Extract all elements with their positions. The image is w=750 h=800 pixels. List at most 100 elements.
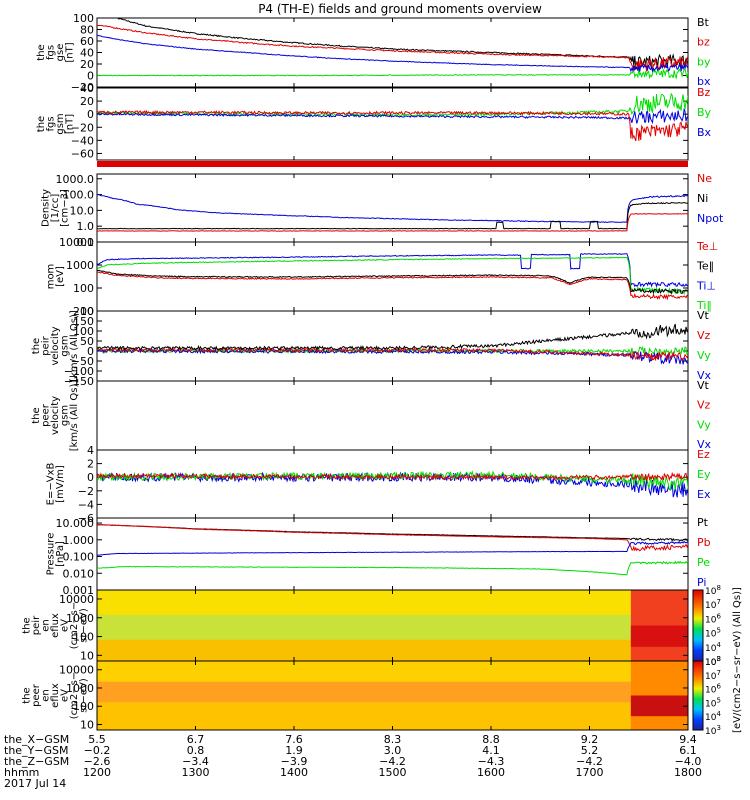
xaxis-value: 9.4 [679, 733, 697, 746]
colorbar [692, 660, 704, 731]
ylabel-line: peer [41, 403, 52, 427]
xaxis-value: 7.6 [285, 733, 303, 746]
ytick-label: 0.010 [63, 567, 95, 580]
legend-Ni: Ni [697, 192, 708, 205]
legend-Ti‖: Ti‖ [696, 299, 712, 312]
ylabel-line: eV [60, 689, 71, 702]
legend-Bt: Bt [697, 16, 710, 29]
ytick-label: 40 [80, 82, 94, 95]
series-group [97, 323, 688, 365]
series-By [97, 92, 688, 118]
series-bz [97, 24, 688, 72]
series-Npot [97, 193, 688, 223]
ytick-label: 10 [80, 649, 94, 662]
xaxis-value: 1400 [280, 766, 308, 779]
ylabel-line: [nPa] [55, 541, 66, 567]
colorbar-tick: 107 [705, 598, 721, 611]
ytick-label: 1000 [66, 259, 94, 272]
ytick-label: −20 [71, 81, 94, 94]
legend-Pe: Pe [697, 556, 710, 569]
ytick-label: −40 [71, 134, 94, 147]
xaxis-value: −4.2 [379, 755, 406, 768]
heatmap-band [97, 614, 688, 640]
ytick-label: 10.000 [56, 517, 95, 530]
legend-Bz: Bz [697, 86, 711, 99]
ytick-label: 100 [73, 12, 94, 25]
ytick-label: −100 [64, 365, 94, 378]
ylabel-line: the [22, 687, 33, 703]
x-axis: the_X−GSM 5.5 6.7 7.6 8.3 8.8 9.2 9.4 the_Y−GSM −… [4, 18, 702, 790]
heatmap-band [97, 590, 688, 615]
colorbar-tick: 107 [705, 669, 721, 682]
ytick-label: 0 [87, 471, 94, 484]
ylabel-line: gsm [60, 335, 71, 356]
xaxis-row-label: the_Y−GSM [4, 744, 69, 757]
ylabel-line: the [36, 44, 47, 60]
ytick-label: 10 [80, 719, 94, 732]
xaxis-value: −0.2 [84, 744, 111, 757]
colorbar-tick: 108 [705, 584, 721, 597]
legend-Pt: Pt [697, 516, 709, 529]
ylabel-line: Pressure [45, 533, 56, 576]
heatmap-band [97, 661, 688, 682]
panel-frame [96, 17, 689, 88]
ylabel-line: velocity [50, 396, 61, 435]
ylabel-line: peer [31, 683, 42, 707]
ytick-label: −6 [78, 512, 94, 525]
legend-Vx: Vx [697, 369, 712, 382]
series-Pe [97, 560, 688, 576]
series-Ne [97, 213, 688, 232]
ytick-label: −60 [71, 147, 94, 160]
ytick-label: −50 [71, 355, 94, 368]
ylabel-line: velocity [50, 326, 61, 365]
series-Ni [97, 201, 688, 230]
xaxis-date: 2017 Jul 14 [4, 777, 66, 790]
ytick-label: 1000 [66, 612, 94, 625]
legend-Vt: Vt [697, 379, 710, 392]
xaxis-value: 8.8 [482, 733, 500, 746]
ylabel-line: peir [41, 335, 52, 355]
ylabel-line: Density [41, 189, 52, 227]
series-by [97, 68, 688, 80]
ytick-label: 1000.0 [56, 173, 95, 186]
colorbar-tick: 105 [705, 627, 721, 640]
ytick-label: 200 [73, 305, 94, 318]
ylabel-line: [eV] [55, 266, 66, 287]
ylabel-line: E=−VxB [45, 463, 56, 506]
ylabel-line: [nT] [64, 114, 75, 134]
ylabel-line: gsm [55, 113, 66, 134]
legend-Te⊥: Te⊥ [696, 240, 718, 253]
ytick-label: 50 [80, 335, 94, 348]
series-group [97, 470, 688, 498]
legend-Ex: Ex [697, 488, 711, 501]
series-Ti⊥ [97, 253, 688, 288]
legend-bx: bx [697, 75, 711, 88]
xaxis-value: 6.1 [679, 744, 697, 757]
xaxis-value: −4.0 [675, 755, 702, 768]
series-Pi [97, 540, 688, 556]
ytick-label: 100.0 [63, 189, 95, 202]
ylabel-line: (cm2−s− [69, 602, 80, 649]
series-Ey [97, 470, 688, 491]
colorbar-tick: 106 [705, 612, 721, 625]
colorbar-tick: 106 [705, 683, 721, 696]
series-Vt [97, 323, 688, 352]
legend-Pi: Pi [697, 576, 706, 589]
xaxis-value: −3.9 [281, 755, 308, 768]
xaxis-row-label: the_Z−GSM [4, 755, 69, 768]
heatmap-burst-core [630, 695, 688, 717]
xaxis-value: 1300 [182, 766, 210, 779]
xaxis-value: 8.3 [384, 733, 402, 746]
ytick-label: 1000 [66, 682, 94, 695]
separator-bar [97, 161, 688, 167]
ytick-label: 80 [80, 24, 94, 37]
legend-Ti⊥: Ti⊥ [696, 279, 716, 292]
heatmap-band [97, 702, 688, 730]
heatmap-band [97, 639, 688, 661]
colorbar-tick: 104 [705, 641, 721, 654]
heatmap-band [97, 681, 688, 703]
legend-Vy: Vy [697, 418, 711, 431]
ylabel-line: peir [31, 615, 42, 635]
